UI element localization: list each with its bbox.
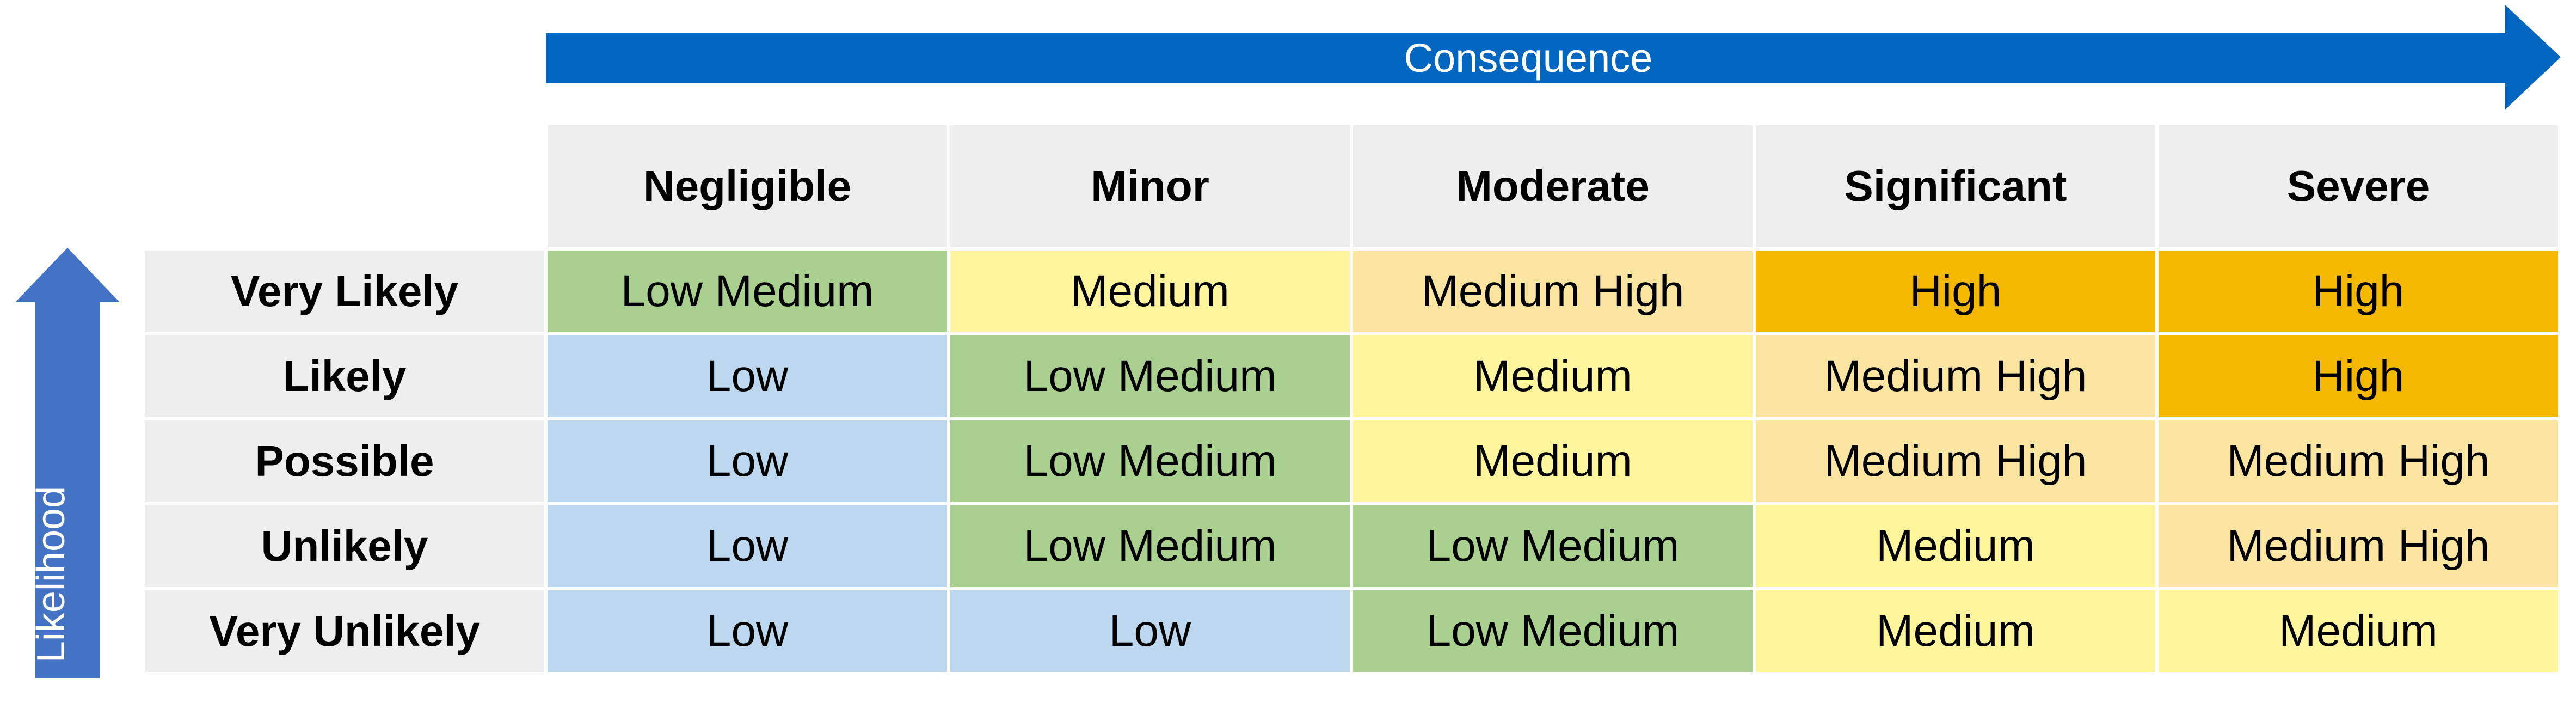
risk-cell: Medium High (1756, 335, 2155, 417)
risk-cell: Low (950, 590, 1350, 672)
risk-cell: Medium (1756, 505, 2155, 587)
likelihood-label: Likelihood (29, 486, 73, 663)
risk-cell: Medium High (1756, 420, 2155, 502)
risk-cell: Low Medium (548, 251, 947, 332)
consequence-arrow-shape (546, 5, 2561, 109)
risk-cell: Low (548, 420, 947, 502)
likelihood-header-likely: Likely (145, 335, 544, 417)
matrix-corner (145, 125, 544, 247)
risk-cell: Medium High (2159, 420, 2558, 502)
likelihood-header-very-unlikely: Very Unlikely (145, 590, 544, 672)
risk-cell: Low (548, 505, 947, 587)
risk-cell: Medium High (2159, 505, 2558, 587)
risk-cell: Low Medium (950, 505, 1350, 587)
risk-cell: Low (548, 335, 947, 417)
likelihood-header-possible: Possible (145, 420, 544, 502)
risk-cell: Medium (2159, 590, 2558, 672)
consequence-header-negligible: Negligible (548, 125, 947, 247)
risk-cell: High (2159, 335, 2558, 417)
consequence-header-minor: Minor (950, 125, 1350, 247)
risk-cell: Medium (1353, 335, 1753, 417)
risk-cell: Medium (1756, 590, 2155, 672)
consequence-header-significant: Significant (1756, 125, 2155, 247)
risk-cell: High (2159, 251, 2558, 332)
likelihood-arrow: Likelihood (15, 248, 120, 678)
risk-cell: Low Medium (1353, 505, 1753, 587)
likelihood-header-very-likely: Very Likely (145, 251, 544, 332)
consequence-header-severe: Severe (2159, 125, 2558, 247)
risk-cell: Medium (950, 251, 1350, 332)
likelihood-arrow-shape (15, 248, 120, 678)
consequence-header-moderate: Moderate (1353, 125, 1753, 247)
risk-cell: Medium (1353, 420, 1753, 502)
likelihood-header-unlikely: Unlikely (145, 505, 544, 587)
risk-cell: Low Medium (950, 335, 1350, 417)
consequence-arrow: Consequence (546, 5, 2561, 109)
risk-cell: High (1756, 251, 2155, 332)
consequence-label: Consequence (1404, 35, 1653, 81)
risk-cell: Low Medium (950, 420, 1350, 502)
risk-cell: Medium High (1353, 251, 1753, 332)
risk-cell: Low Medium (1353, 590, 1753, 672)
risk-cell: Low (548, 590, 947, 672)
risk-matrix: Negligible Minor Moderate Significant Se… (145, 125, 2558, 672)
